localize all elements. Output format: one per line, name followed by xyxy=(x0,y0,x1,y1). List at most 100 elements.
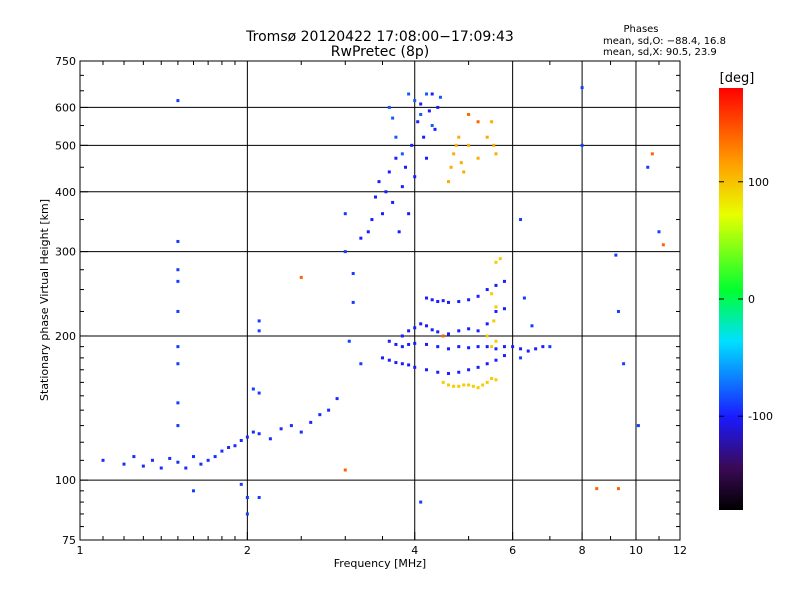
data-point xyxy=(650,152,654,156)
data-point xyxy=(436,370,440,374)
data-points xyxy=(101,86,665,516)
data-point xyxy=(391,200,395,204)
data-point xyxy=(436,300,440,304)
data-point xyxy=(467,346,471,350)
data-point xyxy=(502,345,506,349)
data-point xyxy=(279,427,283,431)
data-point xyxy=(413,365,417,369)
data-point xyxy=(430,328,434,332)
data-point xyxy=(206,458,210,462)
data-point xyxy=(176,279,180,283)
y-tick-label: 200 xyxy=(55,330,76,343)
data-point xyxy=(335,397,339,401)
phases-x-stats: mean, sd,X: 90.5, 23.9 xyxy=(603,47,717,58)
data-point xyxy=(467,143,471,147)
data-point xyxy=(407,92,411,96)
data-point xyxy=(387,105,391,109)
data-point xyxy=(485,135,489,139)
data-point xyxy=(400,185,404,189)
data-point xyxy=(419,112,423,116)
data-point xyxy=(490,292,494,296)
data-point xyxy=(494,260,498,264)
data-point xyxy=(580,143,584,147)
data-point xyxy=(425,92,429,96)
y-tick-label: 750 xyxy=(55,55,76,68)
data-point xyxy=(239,439,243,443)
data-point xyxy=(476,386,480,390)
data-point xyxy=(467,383,471,387)
data-point xyxy=(199,462,203,466)
data-point xyxy=(289,424,293,428)
data-point xyxy=(441,380,445,384)
data-point xyxy=(471,384,475,388)
data-point xyxy=(257,319,261,323)
data-point xyxy=(452,152,456,156)
data-point xyxy=(391,116,395,120)
data-point xyxy=(251,430,255,434)
data-point xyxy=(441,299,445,303)
y-axis-label: Stationary phase Virtual Height [km] xyxy=(38,199,51,401)
data-point xyxy=(245,495,249,499)
data-point xyxy=(377,180,381,184)
data-point xyxy=(494,309,498,313)
data-point xyxy=(400,362,404,366)
data-point xyxy=(476,329,480,333)
data-point xyxy=(400,334,404,338)
data-point xyxy=(457,345,461,349)
data-point xyxy=(413,341,417,345)
data-point xyxy=(485,322,489,326)
phases-title: Phases xyxy=(623,24,658,35)
data-point xyxy=(257,329,261,333)
data-point xyxy=(400,345,404,349)
data-point xyxy=(462,383,466,387)
data-point xyxy=(370,218,374,222)
data-point xyxy=(446,347,450,351)
data-point xyxy=(176,362,180,366)
data-point xyxy=(476,365,480,369)
data-point xyxy=(616,309,620,313)
data-point xyxy=(400,152,404,156)
x-tick-label: 4 xyxy=(411,544,418,557)
data-point xyxy=(425,342,429,346)
data-point xyxy=(422,135,426,139)
data-point xyxy=(462,170,466,174)
data-point xyxy=(492,319,496,323)
data-point xyxy=(433,127,437,131)
data-point xyxy=(122,462,126,466)
data-point xyxy=(614,253,618,257)
data-point xyxy=(407,363,411,367)
data-point xyxy=(622,362,626,366)
data-point xyxy=(457,370,461,374)
data-point xyxy=(419,500,423,504)
data-point xyxy=(351,300,355,304)
x-tick-label: 8 xyxy=(579,544,586,557)
data-point xyxy=(519,218,523,222)
data-point xyxy=(380,212,384,216)
data-point xyxy=(176,460,180,464)
data-point xyxy=(227,445,231,449)
data-point xyxy=(485,362,489,366)
data-point xyxy=(476,345,480,349)
data-point xyxy=(446,371,450,375)
data-point xyxy=(502,279,506,283)
data-point xyxy=(449,165,453,169)
data-point xyxy=(141,464,145,468)
data-point xyxy=(220,449,224,453)
data-point xyxy=(580,86,584,90)
data-point xyxy=(387,170,391,174)
data-point xyxy=(416,120,420,124)
data-point xyxy=(394,361,398,365)
data-point xyxy=(446,300,450,304)
chart-title: Tromsø 20120422 17:08:00−17:09:43 xyxy=(245,29,514,45)
data-point xyxy=(522,296,526,300)
data-point xyxy=(595,487,599,491)
data-point xyxy=(213,455,217,459)
x-tick-label: 12 xyxy=(673,544,687,557)
data-point xyxy=(457,329,461,333)
y-tick-label: 75 xyxy=(62,534,76,547)
data-point xyxy=(419,102,423,106)
data-point xyxy=(452,384,456,388)
data-point xyxy=(485,345,489,349)
data-point xyxy=(347,339,351,343)
